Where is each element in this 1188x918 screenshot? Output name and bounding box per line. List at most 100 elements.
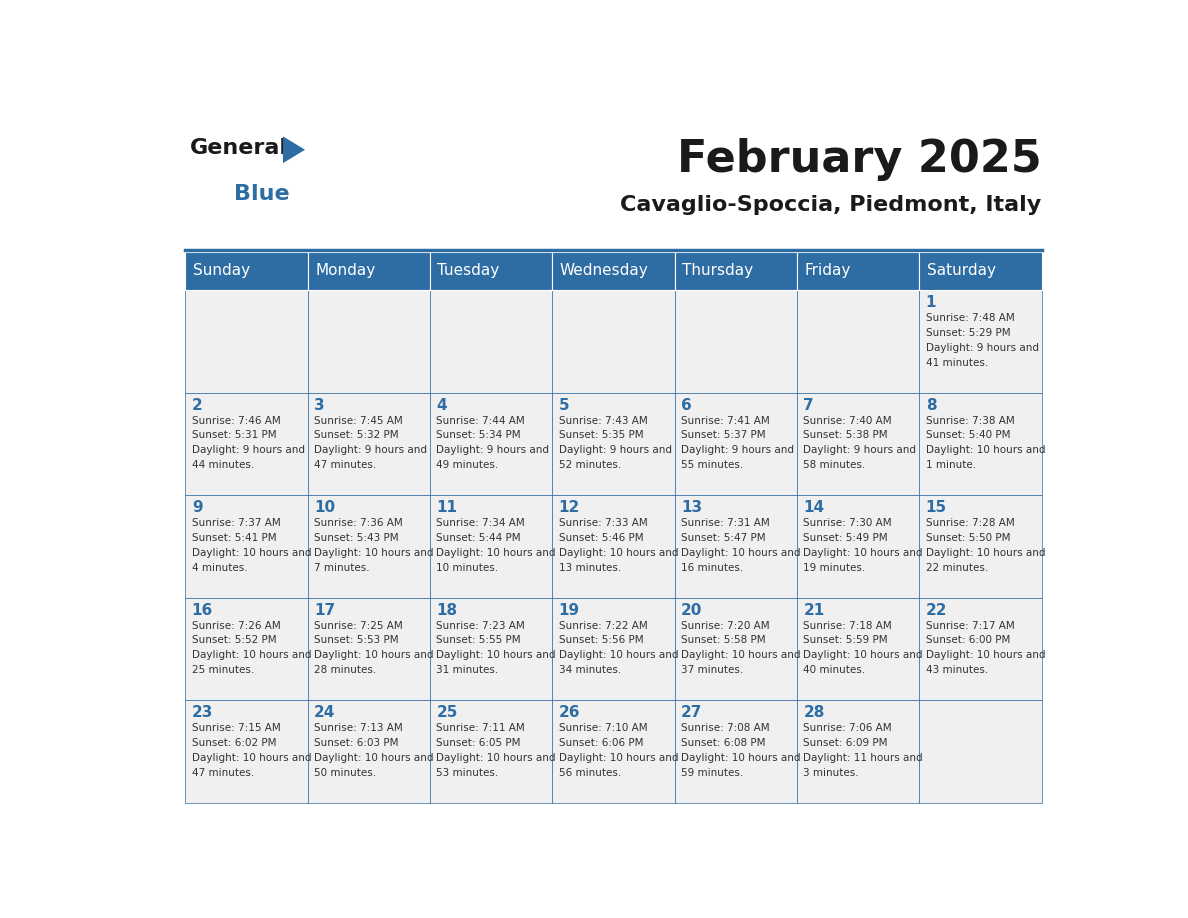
Text: Sunset: 6:09 PM: Sunset: 6:09 PM: [803, 738, 887, 748]
FancyBboxPatch shape: [308, 393, 430, 496]
Text: 10: 10: [314, 500, 335, 515]
Text: 7 minutes.: 7 minutes.: [314, 563, 369, 573]
Text: Daylight: 10 hours and: Daylight: 10 hours and: [436, 548, 556, 558]
Text: 17: 17: [314, 603, 335, 618]
Text: Daylight: 10 hours and: Daylight: 10 hours and: [803, 650, 923, 660]
Text: Sunset: 5:50 PM: Sunset: 5:50 PM: [925, 532, 1010, 543]
Text: Sunset: 5:58 PM: Sunset: 5:58 PM: [681, 635, 766, 645]
Text: Sunset: 5:52 PM: Sunset: 5:52 PM: [191, 635, 277, 645]
Text: 25 minutes.: 25 minutes.: [191, 665, 254, 675]
Text: 4 minutes.: 4 minutes.: [191, 563, 247, 573]
Text: Sunrise: 7:26 AM: Sunrise: 7:26 AM: [191, 621, 280, 631]
Text: 12: 12: [558, 500, 580, 515]
Text: 3: 3: [314, 397, 324, 413]
Text: Daylight: 11 hours and: Daylight: 11 hours and: [803, 753, 923, 763]
Text: Sunset: 5:49 PM: Sunset: 5:49 PM: [803, 532, 887, 543]
Text: Friday: Friday: [804, 263, 851, 278]
Text: Sunset: 5:47 PM: Sunset: 5:47 PM: [681, 532, 766, 543]
Text: Sunrise: 7:46 AM: Sunrise: 7:46 AM: [191, 416, 280, 426]
Text: Daylight: 9 hours and: Daylight: 9 hours and: [558, 445, 671, 455]
Text: Daylight: 9 hours and: Daylight: 9 hours and: [925, 342, 1038, 353]
Text: Sunrise: 7:18 AM: Sunrise: 7:18 AM: [803, 621, 892, 631]
Text: Sunset: 5:59 PM: Sunset: 5:59 PM: [803, 635, 887, 645]
Text: 2: 2: [191, 397, 202, 413]
Text: Sunset: 5:41 PM: Sunset: 5:41 PM: [191, 532, 277, 543]
Text: Sunrise: 7:28 AM: Sunrise: 7:28 AM: [925, 518, 1015, 528]
FancyBboxPatch shape: [920, 700, 1042, 803]
FancyBboxPatch shape: [308, 700, 430, 803]
Text: Sunset: 5:29 PM: Sunset: 5:29 PM: [925, 328, 1010, 338]
Text: Sunset: 5:56 PM: Sunset: 5:56 PM: [558, 635, 644, 645]
FancyBboxPatch shape: [430, 290, 552, 393]
Text: Sunrise: 7:22 AM: Sunrise: 7:22 AM: [558, 621, 647, 631]
Text: Daylight: 9 hours and: Daylight: 9 hours and: [803, 445, 916, 455]
Text: 5: 5: [558, 397, 569, 413]
Text: Sunrise: 7:15 AM: Sunrise: 7:15 AM: [191, 723, 280, 733]
Text: Daylight: 10 hours and: Daylight: 10 hours and: [681, 753, 801, 763]
Text: Sunset: 5:31 PM: Sunset: 5:31 PM: [191, 431, 277, 441]
Text: Sunset: 6:08 PM: Sunset: 6:08 PM: [681, 738, 765, 748]
Text: 1: 1: [925, 296, 936, 310]
Text: Sunrise: 7:44 AM: Sunrise: 7:44 AM: [436, 416, 525, 426]
Text: Sunset: 6:03 PM: Sunset: 6:03 PM: [314, 738, 399, 748]
FancyBboxPatch shape: [797, 598, 920, 700]
Text: 27: 27: [681, 705, 702, 721]
Text: Cavaglio-Spoccia, Piedmont, Italy: Cavaglio-Spoccia, Piedmont, Italy: [620, 195, 1042, 215]
Text: 40 minutes.: 40 minutes.: [803, 665, 866, 675]
FancyBboxPatch shape: [797, 393, 920, 496]
Text: 52 minutes.: 52 minutes.: [558, 460, 621, 470]
Text: 19 minutes.: 19 minutes.: [803, 563, 866, 573]
FancyBboxPatch shape: [185, 598, 308, 700]
Text: Sunday: Sunday: [192, 263, 249, 278]
Text: Sunrise: 7:37 AM: Sunrise: 7:37 AM: [191, 518, 280, 528]
Text: Daylight: 10 hours and: Daylight: 10 hours and: [314, 650, 434, 660]
Text: Sunrise: 7:20 AM: Sunrise: 7:20 AM: [681, 621, 770, 631]
Text: 28 minutes.: 28 minutes.: [314, 665, 377, 675]
Text: Daylight: 9 hours and: Daylight: 9 hours and: [314, 445, 428, 455]
Text: Sunset: 6:06 PM: Sunset: 6:06 PM: [558, 738, 643, 748]
Text: Sunrise: 7:31 AM: Sunrise: 7:31 AM: [681, 518, 770, 528]
Text: 19: 19: [558, 603, 580, 618]
Text: Sunset: 6:00 PM: Sunset: 6:00 PM: [925, 635, 1010, 645]
Text: Sunset: 5:46 PM: Sunset: 5:46 PM: [558, 532, 644, 543]
Text: Sunrise: 7:23 AM: Sunrise: 7:23 AM: [436, 621, 525, 631]
Text: Daylight: 10 hours and: Daylight: 10 hours and: [925, 650, 1045, 660]
FancyBboxPatch shape: [675, 700, 797, 803]
Text: Sunset: 5:32 PM: Sunset: 5:32 PM: [314, 431, 399, 441]
FancyBboxPatch shape: [552, 252, 675, 290]
Text: 6: 6: [681, 397, 691, 413]
Text: Daylight: 10 hours and: Daylight: 10 hours and: [803, 548, 923, 558]
Text: General: General: [190, 139, 287, 159]
Text: 15: 15: [925, 500, 947, 515]
FancyBboxPatch shape: [552, 598, 675, 700]
Text: Daylight: 10 hours and: Daylight: 10 hours and: [925, 548, 1045, 558]
Text: Sunrise: 7:43 AM: Sunrise: 7:43 AM: [558, 416, 647, 426]
Text: Sunset: 5:35 PM: Sunset: 5:35 PM: [558, 431, 644, 441]
Text: 16 minutes.: 16 minutes.: [681, 563, 744, 573]
Text: 31 minutes.: 31 minutes.: [436, 665, 499, 675]
Text: Thursday: Thursday: [682, 263, 753, 278]
Text: Sunrise: 7:17 AM: Sunrise: 7:17 AM: [925, 621, 1015, 631]
FancyBboxPatch shape: [308, 496, 430, 598]
Text: 13 minutes.: 13 minutes.: [558, 563, 621, 573]
Text: Daylight: 10 hours and: Daylight: 10 hours and: [436, 753, 556, 763]
Text: 22: 22: [925, 603, 947, 618]
Text: Sunset: 5:37 PM: Sunset: 5:37 PM: [681, 431, 766, 441]
FancyBboxPatch shape: [920, 252, 1042, 290]
Text: Sunrise: 7:41 AM: Sunrise: 7:41 AM: [681, 416, 770, 426]
Text: 47 minutes.: 47 minutes.: [314, 460, 377, 470]
Text: Sunrise: 7:30 AM: Sunrise: 7:30 AM: [803, 518, 892, 528]
Text: Sunrise: 7:40 AM: Sunrise: 7:40 AM: [803, 416, 892, 426]
Text: Daylight: 10 hours and: Daylight: 10 hours and: [191, 650, 311, 660]
Text: Sunrise: 7:11 AM: Sunrise: 7:11 AM: [436, 723, 525, 733]
Text: Daylight: 9 hours and: Daylight: 9 hours and: [191, 445, 305, 455]
Text: Sunrise: 7:33 AM: Sunrise: 7:33 AM: [558, 518, 647, 528]
Text: 55 minutes.: 55 minutes.: [681, 460, 744, 470]
FancyBboxPatch shape: [185, 393, 308, 496]
Text: Sunset: 5:38 PM: Sunset: 5:38 PM: [803, 431, 887, 441]
FancyBboxPatch shape: [675, 496, 797, 598]
Text: 18: 18: [436, 603, 457, 618]
Text: Sunrise: 7:45 AM: Sunrise: 7:45 AM: [314, 416, 403, 426]
Text: Sunset: 5:55 PM: Sunset: 5:55 PM: [436, 635, 522, 645]
FancyBboxPatch shape: [552, 496, 675, 598]
